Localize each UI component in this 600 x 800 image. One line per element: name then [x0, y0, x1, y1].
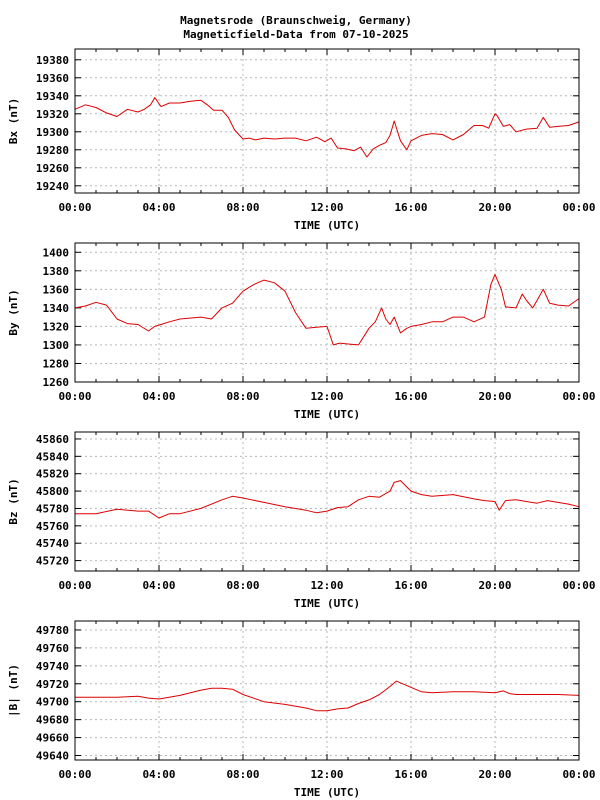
bx-xtick-label: 12:00: [310, 201, 343, 214]
bx-ytick-label: 19260: [36, 162, 69, 175]
bz-ytick-label: 45760: [36, 520, 69, 533]
by-xtick-label: 12:00: [310, 390, 343, 403]
b-total-xtick-label: 08:00: [226, 768, 259, 781]
bx-xtick-label: 00:00: [562, 201, 595, 214]
bx-xtick-label: 08:00: [226, 201, 259, 214]
bz-xtick-label: 00:00: [58, 579, 91, 592]
bz-xtick-label: 00:00: [562, 579, 595, 592]
panel-b-total: 49640 49660 49680 49700 49720 49740 49760 49780…: [7, 620, 596, 799]
panel-bz: 45720 45740 45760 45780 45800 45820 45840 45860…: [7, 431, 596, 610]
by-xtick-label: 04:00: [142, 390, 175, 403]
bz-ytick-label: 45740: [36, 537, 69, 550]
chart-title-line2: Magneticfield-Data from 07-10-2025: [183, 28, 408, 41]
bz-ytick-label: 45720: [36, 555, 69, 568]
bx-ytick-label: 19280: [36, 144, 69, 157]
by-ytick-label: 1380: [43, 265, 70, 278]
b-total-xlabel: TIME (UTC): [294, 786, 360, 799]
bz-xtick-label: 16:00: [394, 579, 427, 592]
bz-xtick-label: 20:00: [478, 579, 511, 592]
bz-xlabel: TIME (UTC): [294, 597, 360, 610]
b-total-ytick-label: 49660: [36, 732, 69, 745]
by-ytick-label: 1320: [43, 320, 70, 333]
bz-xtick-label: 12:00: [310, 579, 343, 592]
b-total-xtick-label: 00:00: [562, 768, 595, 781]
b-total-ytick-label: 49740: [36, 660, 69, 673]
by-ylabel: By (nT): [7, 289, 20, 335]
b-total-ylabel: |B| (nT): [7, 664, 20, 717]
bx-ytick-label: 19380: [36, 54, 69, 67]
b-total-xtick-label: 16:00: [394, 768, 427, 781]
bx-ytick-label: 19320: [36, 108, 69, 121]
bx-ytick-label: 19300: [36, 126, 69, 139]
by-ytick-label: 1260: [43, 376, 70, 389]
by-xlabel: TIME (UTC): [294, 408, 360, 421]
by-ytick-label: 1360: [43, 283, 70, 296]
bx-plot-frame: [74, 48, 580, 194]
bx-ytick-label: 19240: [36, 180, 69, 193]
by-ytick-label: 1340: [43, 302, 70, 315]
by-plot-frame: [74, 242, 580, 383]
by-ytick-label: 1300: [43, 339, 70, 352]
by-xtick-label: 20:00: [478, 390, 511, 403]
bz-ytick-label: 45860: [36, 433, 69, 446]
bz-ytick-label: 45800: [36, 485, 69, 498]
b-total-ytick-label: 49640: [36, 750, 69, 763]
b-total-xtick-label: 00:00: [58, 768, 91, 781]
bz-xtick-label: 04:00: [142, 579, 175, 592]
panel-bx: 19240 19260 19280 19300 19320 19340 19360 19380…: [7, 48, 596, 232]
by-xtick-label: 08:00: [226, 390, 259, 403]
b-total-ytick-label: 49760: [36, 642, 69, 655]
bz-series-line: [75, 480, 580, 519]
bz-ytick-label: 45840: [36, 450, 69, 463]
b-total-plot-frame: [74, 620, 580, 761]
b-total-xtick-label: 20:00: [478, 768, 511, 781]
bx-xtick-label: 04:00: [142, 201, 175, 214]
b-total-ytick-label: 49780: [36, 624, 69, 637]
by-xtick-label: 00:00: [562, 390, 595, 403]
chart-title-line1: Magnetsrode (Braunschweig, Germany): [180, 14, 412, 27]
by-series-line: [74, 274, 580, 346]
bz-ytick-label: 45780: [36, 502, 69, 515]
bz-plot-frame: [74, 431, 580, 572]
b-total-xtick-label: 12:00: [310, 768, 343, 781]
by-ytick-label: 1400: [43, 246, 70, 259]
bz-xtick-label: 08:00: [226, 579, 259, 592]
by-xtick-label: 00:00: [58, 390, 91, 403]
b-total-ytick-label: 49700: [36, 696, 69, 709]
b-total-ytick-label: 49680: [36, 714, 69, 727]
bz-ytick-label: 45820: [36, 468, 69, 481]
panel-by: 1260 1280 1300 1320 1340 1360 1380 1400 00:00 04:…: [7, 242, 596, 421]
b-total-xtick-label: 04:00: [142, 768, 175, 781]
bx-ytick-label: 19360: [36, 72, 69, 85]
b-total-ytick-label: 49720: [36, 678, 69, 691]
by-xtick-label: 16:00: [394, 390, 427, 403]
bx-series-line: [74, 97, 580, 158]
bx-xtick-label: 20:00: [478, 201, 511, 214]
bx-xlabel: TIME (UTC): [294, 219, 360, 232]
bx-ytick-label: 19340: [36, 90, 69, 103]
bx-ylabel: Bx (nT): [7, 98, 20, 144]
by-ytick-label: 1280: [43, 357, 70, 370]
bx-xtick-label: 16:00: [394, 201, 427, 214]
bz-ylabel: Bz (nT): [7, 478, 20, 524]
b-total-series-line: [75, 680, 580, 712]
bx-xtick-label: 00:00: [58, 201, 91, 214]
chart-panels: 19240 19260 19280 19300 19320 19340 19360 19380…: [7, 48, 596, 799]
